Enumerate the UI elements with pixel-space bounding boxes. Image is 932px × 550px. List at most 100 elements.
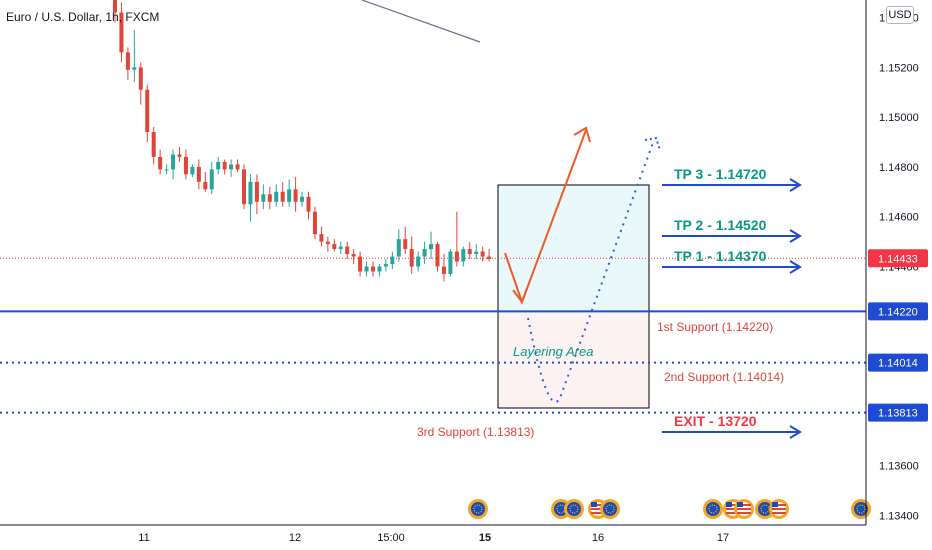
candle-body <box>132 67 137 70</box>
candle-body <box>183 156 188 175</box>
candle-body <box>306 196 311 212</box>
time-tick-label: 17 <box>717 532 729 544</box>
price-axis[interactable]: 1.154001.152001.150001.148001.146001.144… <box>865 0 928 525</box>
eu-event-icon[interactable] <box>468 499 488 519</box>
candle-body <box>138 67 143 90</box>
flag-stripe <box>772 508 786 510</box>
flag-stripe <box>726 512 740 514</box>
candle-body <box>125 52 130 70</box>
candle-body <box>416 256 421 267</box>
eu-event-icon[interactable] <box>755 499 775 519</box>
candle-body <box>474 251 479 255</box>
support-label-2: 3rd Support (1.13813) <box>417 425 534 439</box>
event-inner <box>854 502 868 516</box>
eu-event-icon[interactable] <box>564 499 584 519</box>
price-label-3: 1.13813 <box>878 408 918 420</box>
trade-drawings <box>361 0 661 403</box>
candle-body <box>338 246 343 250</box>
candle-body <box>177 154 182 157</box>
flag-canton <box>772 502 778 507</box>
time-tick-label: 15 <box>479 532 491 544</box>
chart-labels: TP 3 - 1.14720 TP 2 - 1.14520 TP 1 - 1.143… <box>417 166 802 439</box>
price-tick-label: 1.13400 <box>879 511 919 523</box>
candle-body <box>435 244 440 267</box>
time-tick-label: 15:00 <box>377 532 405 544</box>
candle-body <box>461 249 466 262</box>
price-tick-label: 1.15000 <box>879 112 919 124</box>
event-inner <box>706 502 720 516</box>
eu-stars <box>708 504 718 514</box>
candle-body <box>390 256 395 265</box>
candle-body <box>377 266 382 272</box>
arrow-head-up <box>573 126 591 143</box>
flag-canton <box>737 502 743 507</box>
candle-body <box>480 251 485 257</box>
price-label-box <box>868 353 928 372</box>
layering-area-label: Layering Area <box>513 344 593 359</box>
candle-body <box>203 181 208 190</box>
event-inner <box>758 502 772 516</box>
flag-stripe <box>737 512 751 514</box>
support-label-1: 2nd Support (1.14014) <box>664 370 784 384</box>
candle-body <box>487 256 492 260</box>
flag-stripe <box>591 508 605 510</box>
price-label-2: 1.14014 <box>878 358 918 370</box>
candle-body <box>222 161 227 170</box>
target-arrow-head <box>789 229 802 243</box>
flag-stripe <box>737 508 751 510</box>
event-inner <box>554 502 568 516</box>
candle-body <box>190 166 195 175</box>
candle-body <box>454 251 459 262</box>
candle-body <box>383 264 388 267</box>
eu-event-icon[interactable] <box>851 499 871 519</box>
usd-event-icon[interactable] <box>734 499 754 519</box>
flag-stripe <box>772 512 786 514</box>
time-axis[interactable]: 11 12 15:00 15 16 17 <box>0 524 866 544</box>
eu-stars <box>569 504 579 514</box>
candle-body <box>467 249 472 255</box>
flag-canton <box>726 502 732 507</box>
flag-stripe <box>726 508 740 510</box>
support-lines <box>0 257 866 414</box>
candle-body <box>158 156 163 170</box>
price-tick-label: 1.14800 <box>879 162 919 174</box>
economic-events[interactable] <box>468 499 871 519</box>
eu-event-icon[interactable] <box>703 499 723 519</box>
arrow-head-down <box>512 287 528 305</box>
flag-stripe <box>737 504 751 506</box>
price-label-box <box>868 403 928 422</box>
price-tick-label: 1.14600 <box>879 212 919 224</box>
price-label-1: 1.14220 <box>878 306 918 318</box>
candle-body <box>242 169 246 205</box>
candle-body <box>151 132 156 157</box>
candle-body <box>293 189 298 202</box>
candle-body <box>345 246 350 255</box>
currency-button[interactable]: USD <box>886 6 914 24</box>
eu-event-icon[interactable] <box>600 499 620 519</box>
price-tick-label: 1.15200 <box>879 62 919 74</box>
target-label-2: TP 1 - 1.14370 <box>674 248 767 264</box>
candle-body <box>422 249 427 257</box>
candle-body <box>351 254 356 257</box>
candle-body <box>209 169 214 190</box>
candle-body <box>409 249 414 267</box>
usd-event-icon[interactable] <box>769 499 789 519</box>
candle-body <box>358 256 363 272</box>
candlesticks <box>113 0 492 282</box>
price-label-box <box>868 302 928 321</box>
price-tick-label: 1.13600 <box>879 461 919 473</box>
dotted-arrow-head <box>644 136 661 151</box>
candle-body <box>261 194 266 202</box>
symbol-title: Euro / U.S. Dollar, 1h, FXCM <box>6 10 159 24</box>
candle-body <box>274 191 279 202</box>
candle-body <box>145 89 150 133</box>
target-label-0: TP 3 - 1.14720 <box>674 166 767 182</box>
candle-body <box>300 196 305 202</box>
event-inner <box>567 502 581 516</box>
layering-zone: Layering Area <box>497 184 650 409</box>
time-tick-label: 11 <box>138 532 149 544</box>
target-label-1: TP 2 - 1.14520 <box>674 217 767 233</box>
candle-body <box>441 266 446 274</box>
layering-zone-box <box>497 310 650 409</box>
